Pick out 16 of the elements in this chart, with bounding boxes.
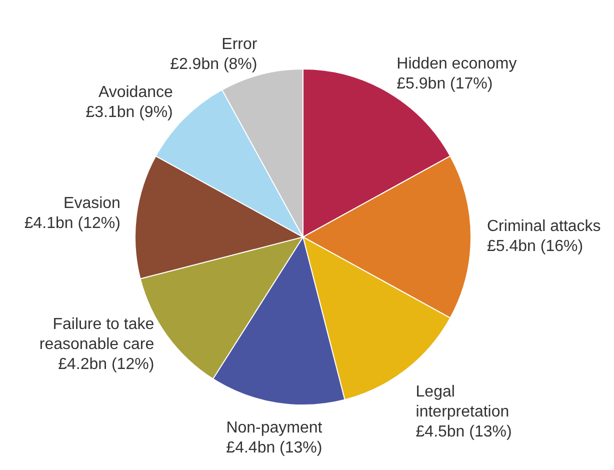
slice-label: Non-payment (226, 420, 323, 437)
slice-label: Failure to take reasonable care (39, 316, 154, 354)
data-label: £4.2bn (12%) (58, 356, 154, 374)
slice-label: Evasion (64, 195, 120, 212)
data-label: £4.5bn (13%) (416, 424, 512, 441)
data-label: £3.1bn (9%) (86, 104, 173, 122)
data-label: £5.4bn (16%) (487, 238, 584, 256)
slice-label: Avoidance (98, 84, 173, 102)
data-label: £4.4bn (13%) (226, 440, 322, 457)
slice-label: Legal interpretation (416, 384, 510, 421)
data-label: £2.9bn (8%) (170, 56, 258, 74)
slice-label: Criminal attacks (487, 218, 601, 236)
slice-label: Hidden economy (396, 56, 517, 73)
slice-label: Error (222, 36, 258, 54)
data-label: £5.9bn (17%) (396, 76, 493, 93)
data-label: £4.1bn (12%) (24, 215, 120, 232)
